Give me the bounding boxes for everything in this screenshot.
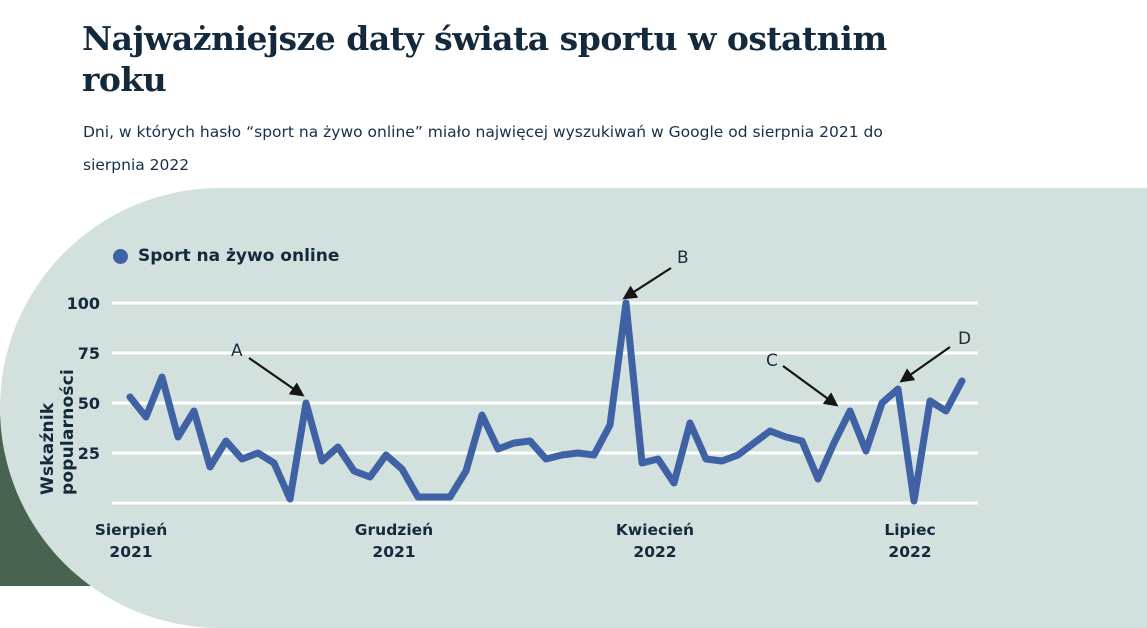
legend-label: Sport na żywo online (138, 246, 340, 266)
annotation-b-label: B (677, 248, 689, 268)
x-tick-sierpien-2021: Sierpień 2021 (95, 519, 168, 563)
annotation-c-label: C (766, 351, 778, 371)
x-tick-kwiecien-2022: Kwiecień 2022 (616, 519, 694, 563)
x-tick-year: 2021 (109, 543, 153, 561)
y-tick-75: 75 (77, 344, 100, 363)
x-tick-grudzien-2021: Grudzień 2021 (355, 519, 433, 563)
y-tick-25: 25 (77, 444, 100, 463)
x-tick-month: Kwiecień (615, 521, 695, 539)
x-tick-year: 2021 (372, 543, 416, 561)
x-tick-month: Grudzień (354, 521, 434, 539)
x-tick-lipiec-2022: Lipiec 2022 (884, 519, 935, 563)
x-tick-year: 2022 (888, 543, 932, 561)
page-subtitle: Dni, w których hasło “sport na żywo onli… (83, 122, 883, 174)
y-tick-100: 100 (66, 294, 100, 313)
page-title: Najważniejsze daty świata sportu w ostat… (82, 19, 887, 100)
annotation-a-label: A (231, 341, 243, 361)
x-tick-month: Lipiec (884, 521, 936, 539)
legend-dot-icon (113, 248, 128, 264)
y-axis-title: Wskaźnik popularności (38, 368, 78, 495)
x-tick-year: 2022 (633, 543, 677, 561)
annotation-d-label: D (958, 329, 972, 349)
line-chart (112, 267, 978, 505)
x-tick-month: Sierpień (94, 521, 168, 539)
legend: Sport na żywo online (113, 246, 339, 266)
y-tick-50: 50 (77, 394, 100, 413)
chart-panel (0, 188, 1147, 628)
